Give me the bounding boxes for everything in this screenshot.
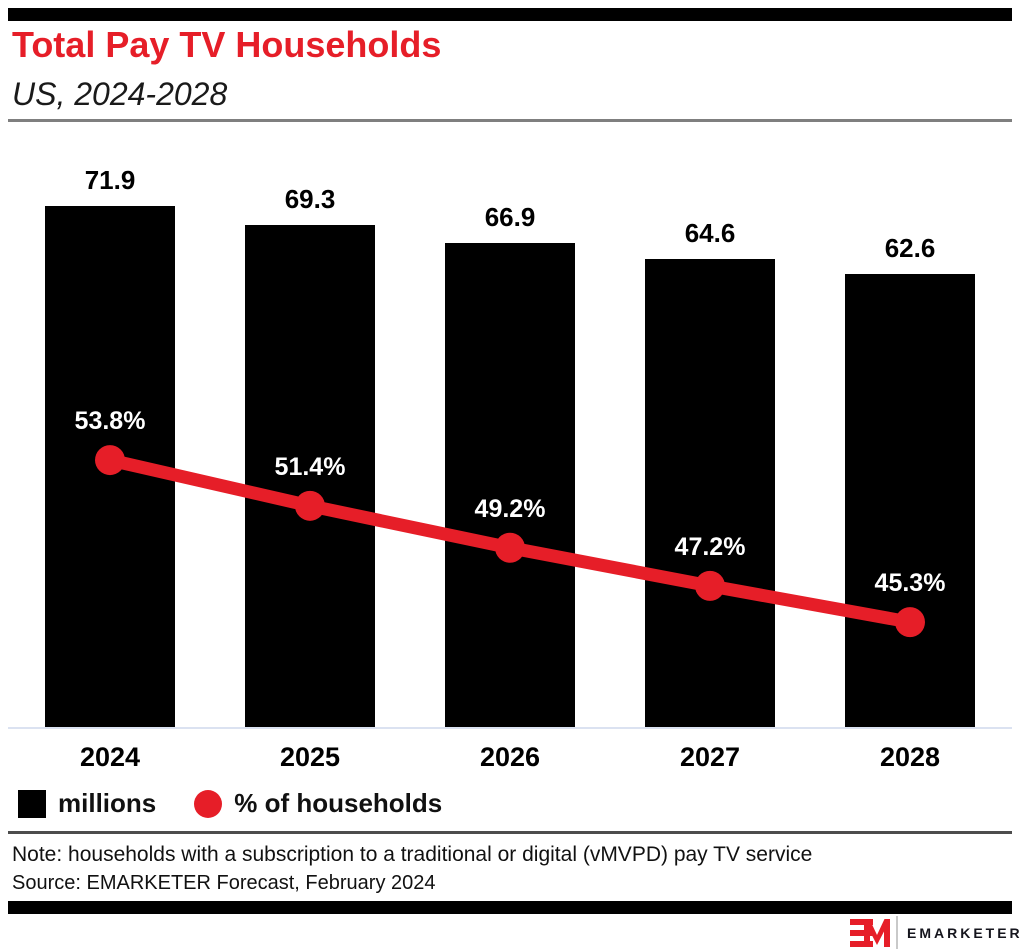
x-axis-label-2027: 2027	[679, 742, 741, 772]
page-title: Total Pay TV Households	[12, 24, 442, 65]
pct-dot-2028	[895, 607, 925, 638]
pct-dot-2025	[295, 490, 325, 521]
bar-value-label-2028: 62.6	[884, 232, 936, 263]
page-subtitle: US, 2024-2028	[12, 76, 228, 112]
pct-value-label-2028: 45.3%	[874, 569, 946, 598]
x-axis-line	[8, 727, 1012, 729]
pct-line	[108, 453, 912, 629]
x-axis-label-2028: 2028	[879, 742, 941, 772]
header-divider	[8, 119, 1012, 122]
bar-2025	[245, 225, 375, 727]
bottom-border-bar	[8, 901, 1012, 914]
x-axis-label-2026: 2026	[479, 742, 541, 772]
legend-label-millions: millions	[58, 788, 157, 818]
bar-value-label-2026: 66.9	[484, 201, 536, 232]
pct-value-label-2025: 51.4%	[274, 452, 346, 481]
bar-2027	[645, 259, 775, 727]
footer-divider	[8, 831, 1012, 834]
pct-value-label-2024: 53.8%	[74, 407, 146, 436]
pct-value-label-2026: 49.2%	[474, 494, 546, 523]
bar-value-label-2027: 64.6	[684, 218, 736, 249]
bar-value-label-2025: 69.3	[284, 184, 336, 215]
bar-value-label-2024: 71.9	[84, 165, 136, 196]
x-axis-label-2024: 2024	[79, 742, 141, 772]
legend-label-pct-of-households: % of households	[234, 788, 443, 818]
pct-value-label-2027: 47.2%	[674, 532, 746, 561]
bar-2026	[445, 242, 575, 727]
bar-2024	[45, 206, 175, 727]
legend-bar-swatch-icon	[18, 789, 46, 818]
chart-legend: millions % of households	[18, 788, 442, 819]
emarketer-logo-mark-icon	[850, 918, 890, 947]
bar-2028	[845, 273, 975, 727]
x-axis-label-2025: 2025	[279, 742, 341, 772]
chart-source: Source: EMARKETER Forecast, February 202…	[12, 872, 436, 894]
legend-line-swatch-icon	[194, 789, 223, 818]
emarketer-logo-text: EMARKETER	[907, 924, 1020, 941]
pct-dot-2024	[95, 445, 125, 476]
pct-dot-2026	[495, 532, 525, 563]
pct-dot-2027	[695, 570, 725, 601]
emarketer-logo: EMARKETER	[850, 916, 1020, 949]
chart-note: Note: households with a subscription to …	[12, 843, 813, 866]
top-border-bar	[8, 8, 1012, 21]
logo-separator	[896, 916, 898, 949]
